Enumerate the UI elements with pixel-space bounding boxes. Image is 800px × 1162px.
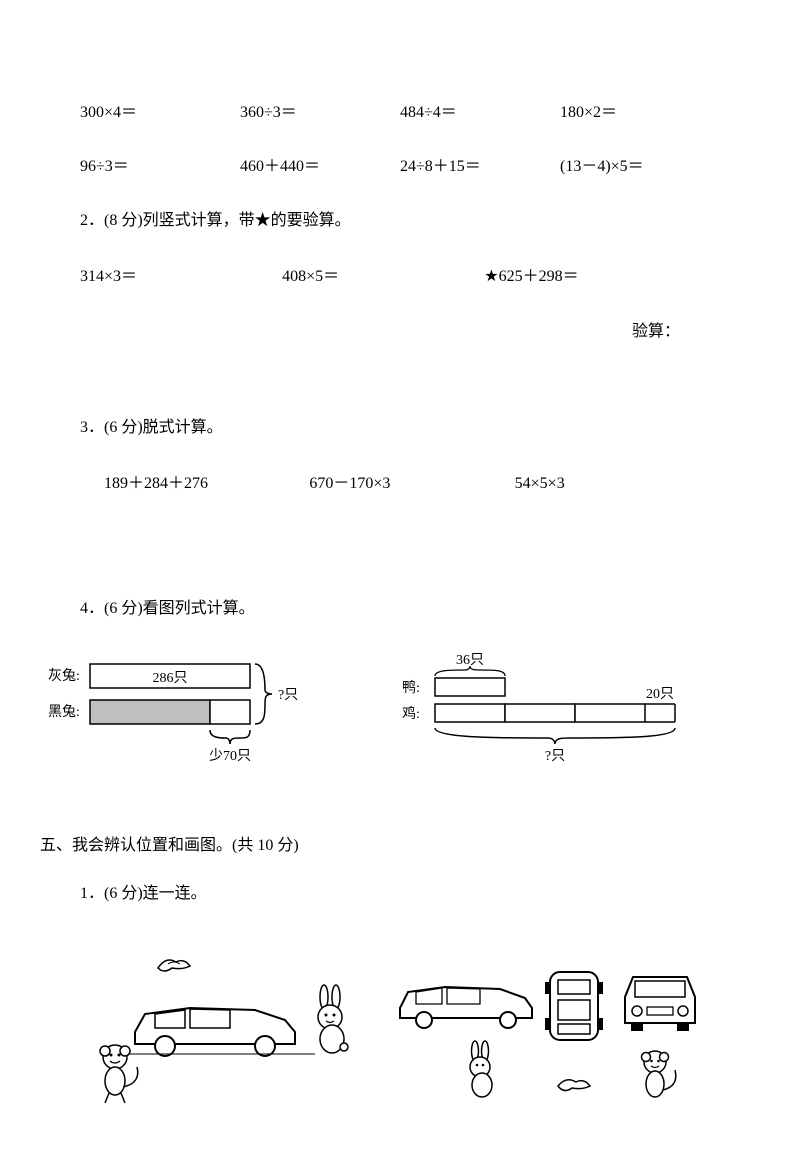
mental-math-row-1: 300×4＝ 360÷3＝ 484÷4＝ 180×2＝ — [80, 100, 720, 126]
label-unknown-total: ?只 — [278, 688, 298, 703]
q2-title: 2．(8 分)列竖式计算，带★的要验算。 — [80, 207, 720, 236]
car-side-icon — [115, 1008, 315, 1056]
bird-small-icon — [558, 1080, 590, 1091]
car-side-view-icon — [400, 987, 532, 1028]
q2-check: 验算： — [80, 318, 720, 347]
label-20: 20只 — [646, 687, 674, 702]
rabbit-icon — [318, 985, 348, 1053]
expr-460p440: 460＋440＝ — [240, 154, 400, 180]
expr-54x5x3: 54×5×3 — [515, 471, 720, 497]
expr-625p298: ★625＋298＝ — [484, 264, 720, 290]
car-front-view-icon — [625, 977, 695, 1031]
monkey-small-icon — [642, 1051, 676, 1097]
rabbit-small-icon — [470, 1041, 492, 1097]
label-unknown-chicken: ?只 — [545, 749, 565, 764]
expr-300x4: 300×4＝ — [80, 100, 240, 126]
expr-408x5: 408×5＝ — [282, 264, 484, 290]
rabbit-bar-diagram: 灰兔: 286只 黑兔: ?只 少70只 — [40, 652, 340, 772]
label-grey-rabbit: 灰兔: — [48, 668, 80, 684]
expr-24d8p15: 24÷8＋15＝ — [400, 154, 560, 180]
expr-360d3: 360÷3＝ — [240, 100, 400, 126]
label-36: 36只 — [456, 653, 484, 668]
label-duck: 鸭: — [402, 680, 420, 696]
q3-expressions: 189＋284＋276 670－170×3 54×5×3 — [80, 471, 720, 497]
matching-illustration — [80, 947, 720, 1117]
bird-icon — [158, 960, 190, 971]
duck-chicken-diagram: 36只 鸭: 鸡: 20只 ?只 — [380, 652, 700, 772]
expr-13m4x5: (13－4)×5＝ — [560, 154, 720, 180]
label-less-70: 少70只 — [209, 748, 251, 764]
val-grey-rabbit: 286只 — [153, 671, 188, 686]
q2-expressions: 314×3＝ 408×5＝ ★625＋298＝ — [80, 264, 720, 290]
q4-title: 4．(6 分)看图列式计算。 — [80, 595, 720, 624]
label-black-rabbit: 黑兔: — [48, 704, 80, 720]
expr-314x3: 314×3＝ — [80, 264, 282, 290]
car-top-view-icon — [545, 972, 603, 1040]
page-content: 300×4＝ 360÷3＝ 484÷4＝ 180×2＝ 96÷3＝ 460＋44… — [0, 0, 800, 1162]
q4-diagrams: 灰兔: 286只 黑兔: ?只 少70只 36只 鸭: 鸡: — [40, 652, 720, 772]
mental-math-row-2: 96÷3＝ 460＋440＝ 24÷8＋15＝ (13－4)×5＝ — [80, 154, 720, 180]
q5-1-title: 1．(6 分)连一连。 — [80, 880, 720, 909]
expr-189p284p276: 189＋284＋276 — [104, 471, 309, 497]
expr-180x2: 180×2＝ — [560, 100, 720, 126]
section-5-heading: 五、我会辨认位置和画图。(共 10 分) — [40, 832, 720, 861]
label-chicken: 鸡: — [402, 705, 420, 722]
expr-484d4: 484÷4＝ — [400, 100, 560, 126]
expr-96d3: 96÷3＝ — [80, 154, 240, 180]
q3-title: 3．(6 分)脱式计算。 — [80, 414, 720, 443]
expr-670m170x3: 670－170×3 — [309, 471, 514, 497]
